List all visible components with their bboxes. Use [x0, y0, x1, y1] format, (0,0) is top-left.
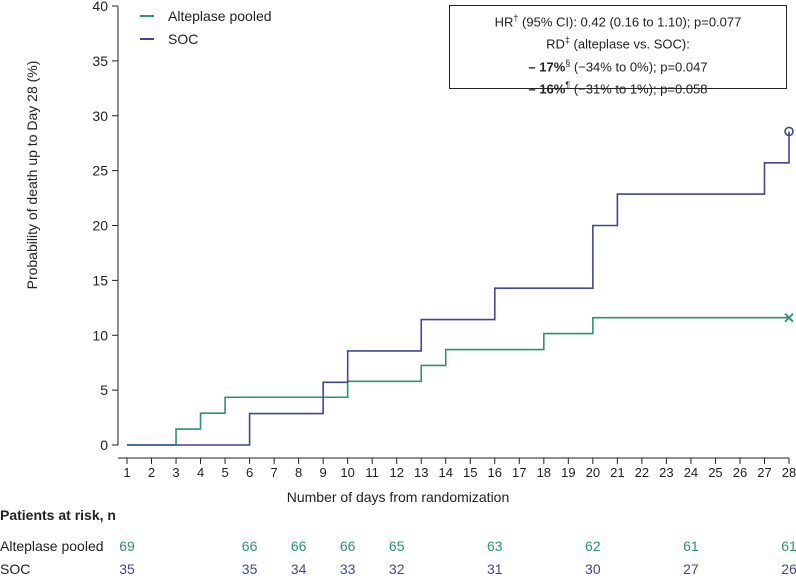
risk-row-alteplase: Alteplase pooled 69 66 66 66 65 63 62 61 61	[0, 538, 796, 556]
risk-count: 69	[119, 538, 135, 554]
risk-count: 35	[119, 561, 135, 577]
x-tick-label: 18	[537, 465, 551, 480]
risk-row-label: Alteplase pooled	[0, 538, 104, 554]
x-tick-label: 16	[488, 465, 502, 480]
km-curve-soc	[127, 131, 790, 446]
risk-count: 61	[781, 538, 796, 554]
x-tick-label: 26	[733, 465, 747, 480]
risk-count: 27	[683, 561, 699, 577]
statistics-box: HR† (95% CI): 0.42 (0.16 to 1.10); p=0.0…	[449, 5, 787, 96]
x-tick-label: 12	[389, 465, 403, 480]
x-tick-label: 3	[172, 465, 179, 480]
risk-row-label: SOC	[0, 561, 31, 577]
x-tick-label: 28	[782, 465, 796, 480]
risk-difference-line: RD‡ (alteplase vs. SOC):	[546, 35, 690, 52]
x-tick-label: 2	[148, 465, 155, 480]
risk-row-soc: SOC 35 35 34 33 32 31 30 27 26	[0, 561, 796, 579]
x-tick-label: 27	[757, 465, 771, 480]
risk-count: 65	[388, 538, 405, 554]
legend: Alteplase pooled SOC	[140, 4, 272, 50]
legend-item-soc: SOC	[140, 27, 272, 50]
risk-count: 61	[683, 538, 699, 554]
legend-item-alteplase: Alteplase pooled	[140, 4, 272, 27]
y-tick-label: 25	[92, 163, 108, 179]
x-tick-label: 23	[659, 465, 673, 480]
risk-count: 35	[241, 561, 258, 577]
y-tick-label: 30	[92, 108, 108, 124]
x-tick-label: 19	[561, 465, 575, 480]
x-tick-label: 24	[684, 465, 698, 480]
x-tick-label: 21	[610, 465, 624, 480]
risk-count: 33	[339, 561, 356, 577]
risk-count: 66	[339, 538, 356, 554]
x-tick-label: 11	[365, 465, 379, 480]
y-tick-label: 15	[92, 272, 108, 288]
km-curve-alteplase	[127, 316, 789, 446]
risk-count: 62	[585, 538, 601, 554]
x-tick-label: 7	[270, 465, 277, 480]
x-tick-label: 15	[463, 465, 477, 480]
y-tick-label: 0	[100, 437, 108, 453]
legend-label-alteplase: Alteplase pooled	[168, 7, 272, 24]
x-axis-title: Number of days from randomization	[286, 489, 510, 505]
risk-difference-2: – 16%¶ (−31% to 1%); p=0.058	[528, 79, 708, 97]
x-tick-label: 17	[512, 465, 526, 480]
x-tick-label: 4	[197, 465, 204, 480]
risk-count: 66	[290, 538, 307, 554]
risk-count: 32	[388, 561, 405, 577]
y-tick-label: 35	[92, 53, 108, 69]
risk-count: 26	[781, 561, 796, 577]
risk-table-title: Patients at risk, n	[0, 507, 116, 523]
x-tick-label: 5	[221, 465, 228, 480]
legend-swatch-soc	[140, 37, 154, 40]
risk-difference-1: – 17%§ (−34% to 0%); p=0.047	[528, 57, 708, 74]
risk-count: 34	[290, 561, 307, 577]
risk-count: 31	[486, 561, 503, 577]
x-tick-label: 14	[439, 465, 453, 480]
y-tick-label: 20	[92, 218, 108, 234]
x-tick-label: 13	[414, 465, 428, 480]
hazard-ratio-line: HR† (95% CI): 0.42 (0.16 to 1.10); p=0.0…	[494, 13, 742, 30]
y-axis-title: Probability of death up to Day 28 (%)	[24, 60, 40, 290]
risk-count: 30	[585, 561, 601, 577]
x-tick-label: 20	[586, 465, 600, 480]
censor-marker-alteplase	[784, 313, 794, 323]
y-tick-label: 10	[92, 327, 108, 343]
censor-marker-soc	[784, 126, 794, 137]
risk-count: 63	[486, 538, 503, 554]
x-tick-label: 9	[320, 465, 327, 480]
y-tick-label: 5	[100, 382, 108, 398]
x-tick-label: 8	[295, 465, 302, 480]
x-tick-label: 1	[123, 465, 130, 480]
x-tick-label: 25	[708, 465, 722, 480]
legend-label-soc: SOC	[168, 30, 199, 47]
y-tick-label: 40	[92, 0, 108, 14]
x-tick-label: 6	[246, 465, 253, 480]
x-tick-label: 22	[635, 465, 649, 480]
legend-swatch-alteplase	[140, 14, 154, 17]
x-tick-label: 10	[340, 465, 354, 480]
risk-count: 66	[241, 538, 258, 554]
